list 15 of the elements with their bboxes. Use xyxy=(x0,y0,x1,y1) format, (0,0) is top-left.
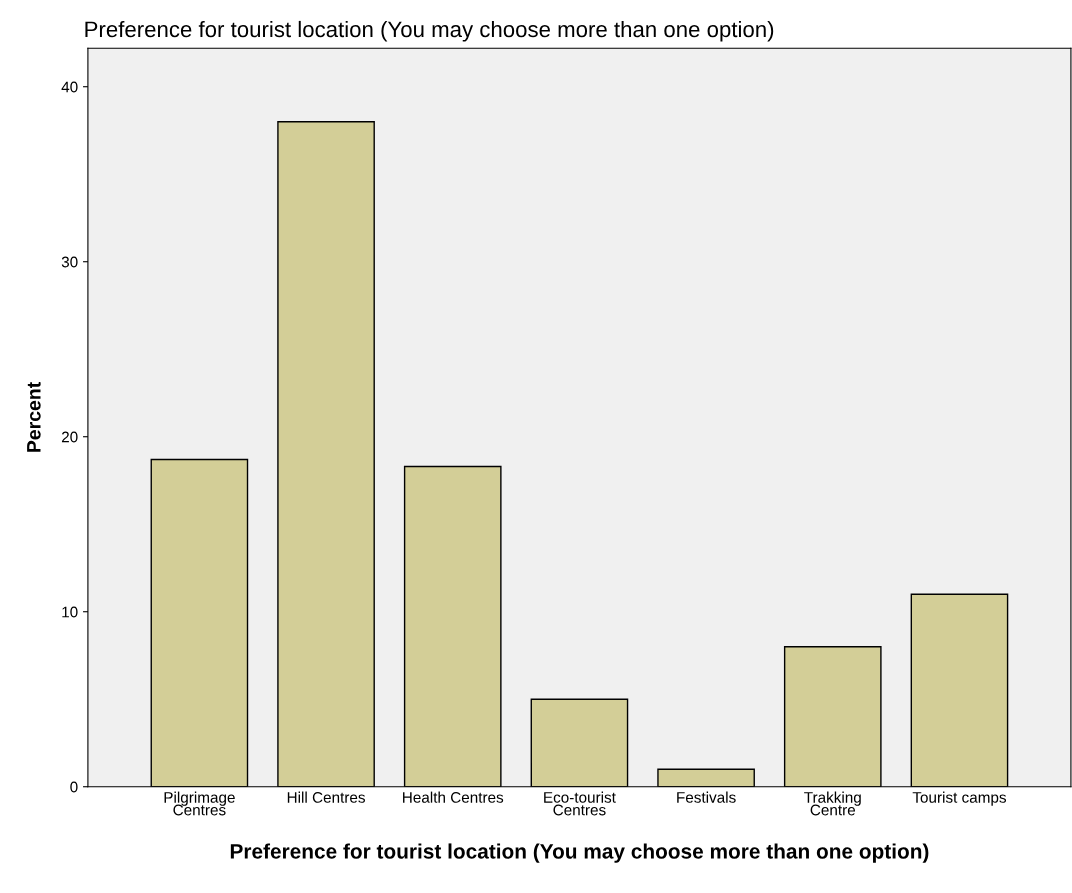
x-tick-label: Tourist camps xyxy=(912,791,1007,806)
y-tick-label: 0 xyxy=(70,781,78,793)
y-tick-label: 10 xyxy=(62,606,78,618)
x-tick-label: Pilgrimage Centres xyxy=(164,791,235,816)
y-tick-label: 40 xyxy=(61,81,78,93)
x-tick-label: Eco-tourist Centres xyxy=(544,791,616,816)
y-tick-label: 20 xyxy=(61,431,78,443)
y-tick-label: 30 xyxy=(61,256,78,268)
x-tick-label: Trakking Centre xyxy=(804,791,861,816)
x-tick-label: Hill Centres xyxy=(287,791,365,803)
chart-title: Preference for tourist location (You may choose more than one option) xyxy=(85,20,774,42)
x-tick-label: Festivals xyxy=(677,791,736,803)
y-axis-title: Percent xyxy=(27,382,41,452)
x-axis-title: Preference for tourist location (You may choose more than one option) xyxy=(230,843,929,863)
x-tick-label: Health Centres xyxy=(403,791,504,803)
